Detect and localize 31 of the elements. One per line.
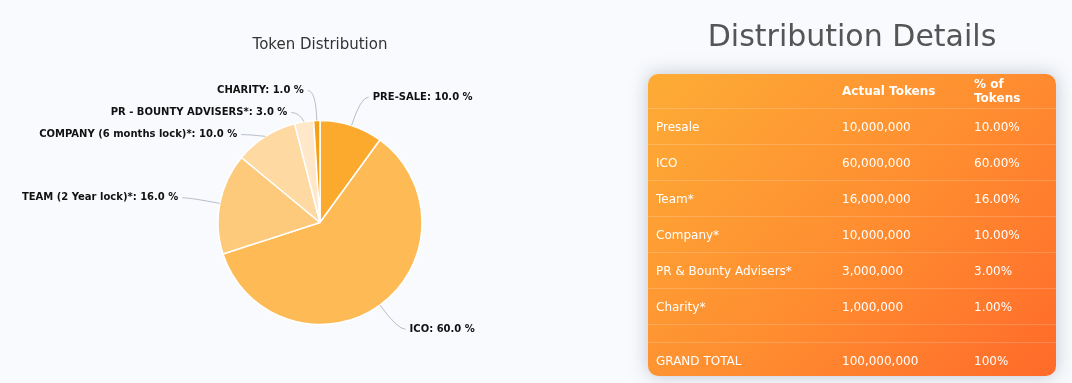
slice-label: PRE-SALE: 10.0 % [372, 90, 473, 102]
text: 10.00% [974, 227, 1020, 242]
category-label: PR & Bounty Advisers* [656, 263, 792, 278]
text: 3,000,000 [842, 263, 904, 278]
text: 100% [974, 353, 1009, 368]
category-label: Actual Tokens [842, 83, 937, 100]
text: 10.00% [974, 119, 1020, 134]
category-label: Company* [656, 227, 720, 242]
text: 1.00% [974, 299, 1013, 314]
text: 60.00% [974, 155, 1020, 170]
text: 16,000,000 [842, 191, 911, 206]
chart-title: Token Distribution [251, 34, 388, 53]
text: 16.00% [974, 191, 1020, 206]
slice-label: CHARITY: 1.0 % [217, 84, 304, 96]
slice-label: ICO: 60.0 % [409, 322, 475, 334]
category-label: ICO [656, 155, 678, 170]
text: 1,000,000 [842, 299, 904, 314]
category-label: GRAND TOTAL [656, 353, 742, 368]
category-label: Charity* [656, 299, 706, 314]
text: 100,000,000 [842, 353, 919, 368]
text: Distribution Details [706, 18, 998, 53]
slice-label: COMPANY (6 months lock)*: 10.0 % [39, 128, 238, 140]
text: 10,000,000 [842, 227, 911, 242]
slice-label: TEAM (2 Year lock)*: 16.0 % [21, 191, 179, 203]
slice-label: PR - BOUNTY ADVISERS*: 3.0 % [110, 106, 288, 118]
text: 3.00% [974, 263, 1013, 278]
category-label: Presale [656, 119, 700, 134]
category-label: % of Tokens [974, 76, 1022, 107]
text: 60,000,000 [842, 155, 911, 170]
category-label: Team* [656, 191, 694, 206]
text: 10,000,000 [842, 119, 911, 134]
